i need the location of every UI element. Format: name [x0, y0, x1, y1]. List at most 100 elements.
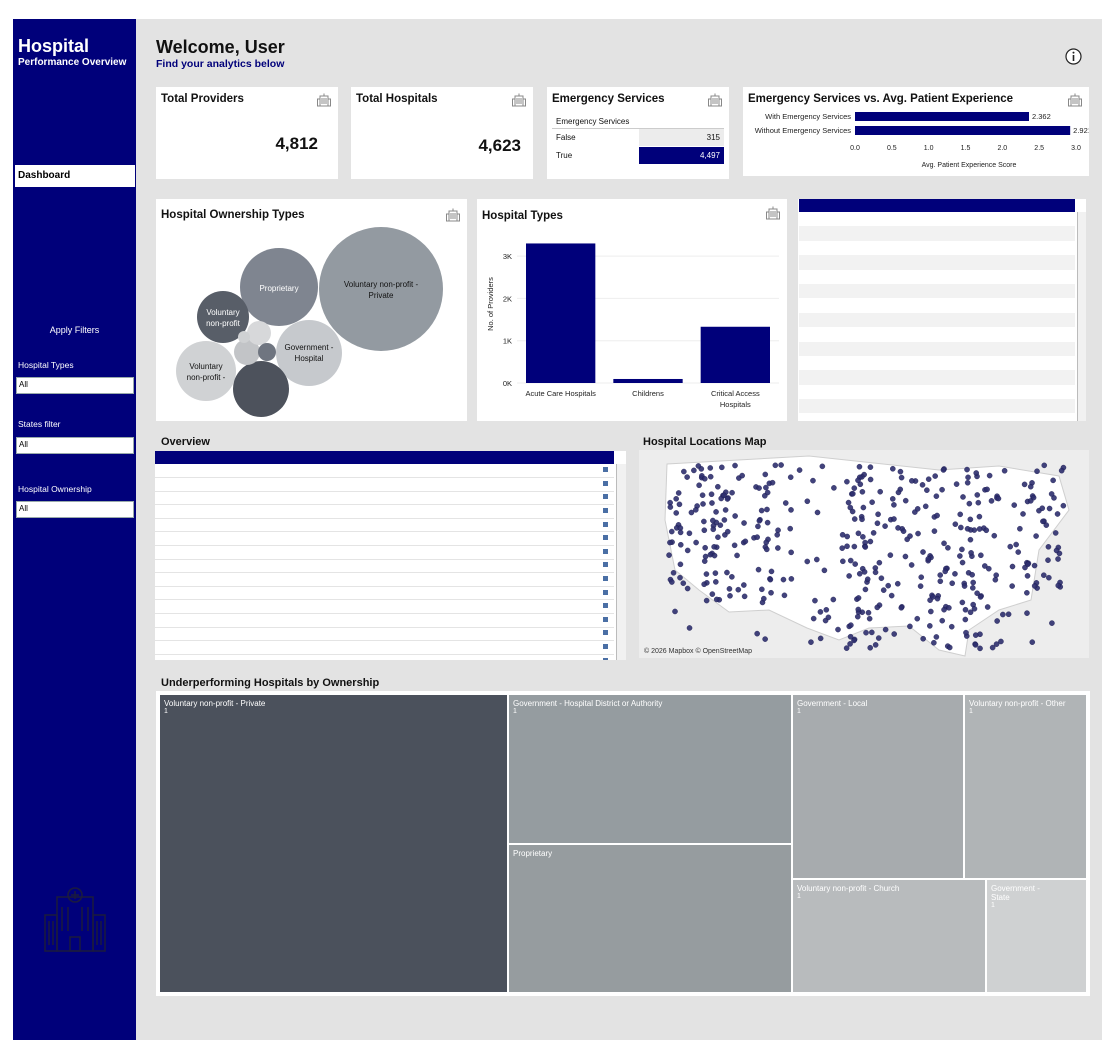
- ownership-bubble-chart: Voluntary non-profit - Private Proprietary…: [176, 227, 443, 417]
- overview-table: [155, 451, 614, 660]
- table-row[interactable]: [799, 269, 1075, 284]
- column-header[interactable]: [472, 451, 514, 464]
- hospital-location-dot: [930, 594, 936, 600]
- ownership-bubble: [238, 331, 250, 343]
- table-row[interactable]: [799, 298, 1075, 313]
- info-icon[interactable]: [1065, 48, 1082, 65]
- treemap-cell[interactable]: Government - Hospital District or Author…: [508, 694, 792, 844]
- hospital-location-dot: [701, 558, 708, 564]
- column-header[interactable]: [962, 199, 1075, 212]
- filter-states[interactable]: All: [16, 437, 134, 454]
- nav-dashboard[interactable]: Dashboard: [15, 165, 135, 187]
- treemap-cell[interactable]: Government - State 1: [986, 879, 1087, 993]
- hospital-location-dot: [919, 482, 926, 488]
- treemap-cell[interactable]: Proprietary: [508, 844, 792, 993]
- table-row[interactable]: [155, 505, 614, 519]
- table-row[interactable]: [155, 641, 614, 655]
- filter-label-ownership: Hospital Ownership: [18, 484, 92, 494]
- hospital-location-dot: [855, 477, 861, 484]
- table-row[interactable]: [799, 212, 1075, 227]
- table-row[interactable]: [799, 384, 1075, 400]
- x-tick-label: 0.0: [850, 145, 860, 152]
- table-row[interactable]: [799, 370, 1075, 385]
- overview-scrollbar[interactable]: [616, 464, 626, 660]
- hospital-location-dot: [928, 608, 934, 615]
- table-row[interactable]: [799, 283, 1075, 299]
- hospital-location-dot: [880, 587, 887, 593]
- table-row[interactable]: [799, 312, 1075, 328]
- table-row[interactable]: [155, 546, 614, 560]
- filter-ownership[interactable]: All: [16, 501, 134, 518]
- column-header[interactable]: [849, 199, 962, 212]
- hospital-location-dot: [869, 499, 875, 506]
- table-row[interactable]: [799, 240, 1075, 256]
- bar-value-label: 2.362: [1032, 112, 1051, 121]
- table-row[interactable]: [155, 573, 614, 587]
- table-cell: [155, 559, 273, 573]
- table-row[interactable]: [155, 478, 614, 492]
- table-row[interactable]: [155, 600, 614, 614]
- table-row[interactable]: [155, 491, 614, 505]
- column-header[interactable]: [799, 199, 849, 212]
- provider-id: [799, 270, 849, 284]
- table-row[interactable]: [155, 627, 614, 641]
- column-header[interactable]: [513, 451, 597, 464]
- hospital-location-dot: [874, 520, 881, 527]
- table-row[interactable]: [155, 559, 614, 573]
- hospital-locations-map[interactable]: © 2026 Mapbox © OpenStreetMap: [639, 450, 1089, 658]
- hospital-location-dot: [1045, 544, 1052, 550]
- column-header[interactable]: [272, 451, 369, 464]
- bar: [855, 126, 1071, 135]
- table-cell: [273, 505, 369, 519]
- ownership-types-card: Hospital Ownership Types Voluntary non-p…: [156, 199, 467, 421]
- bar: [526, 243, 596, 383]
- treemap-cell[interactable]: Voluntary non-profit - Church 1: [792, 879, 986, 993]
- table-row[interactable]: [155, 654, 614, 660]
- hospital-location-dot: [1009, 583, 1015, 589]
- treemap-cell[interactable]: Voluntary non-profit - Private 1: [159, 694, 508, 993]
- hospital-name: [849, 399, 962, 413]
- table-row[interactable]: [799, 327, 1075, 342]
- hospital-location-dot: [855, 530, 862, 537]
- table-row[interactable]: [799, 226, 1075, 241]
- hospital-name: [849, 284, 962, 298]
- column-header[interactable]: [155, 451, 273, 464]
- ratings-scrollbar[interactable]: [1077, 212, 1086, 421]
- hospital-location-dot: [984, 604, 991, 610]
- hospital-location-dot: [817, 635, 824, 642]
- table-row[interactable]: [155, 532, 614, 546]
- hospital-location-dot: [696, 482, 702, 489]
- hospital-icon: [766, 206, 780, 220]
- hospital-location-dot: [851, 637, 857, 644]
- hospital-location-dot: [669, 579, 675, 585]
- table-cell: [369, 559, 473, 573]
- filter-hospital-types[interactable]: All: [16, 377, 134, 394]
- table-row[interactable]: [155, 586, 614, 600]
- table-cell: [273, 627, 369, 641]
- apply-filters-label: Apply Filters: [49, 325, 100, 335]
- map-canvas[interactable]: [639, 450, 1089, 658]
- hospital-location-dot: [721, 492, 727, 499]
- table-row[interactable]: [799, 413, 1075, 421]
- hospital-location-dot: [946, 605, 952, 611]
- treemap-cell[interactable]: Government - Local 1: [792, 694, 964, 879]
- hospital-location-dot: [796, 467, 803, 473]
- table-cell: [369, 627, 473, 641]
- table-row[interactable]: [799, 341, 1075, 356]
- row-indicator-icon: [597, 600, 614, 614]
- table-row[interactable]: [799, 399, 1075, 414]
- table-row[interactable]: [155, 518, 614, 532]
- hospital-location-dot: [670, 569, 677, 576]
- hospital-location-dot: [761, 595, 767, 602]
- hospital-location-dot: [742, 538, 749, 545]
- table-row[interactable]: [155, 464, 614, 478]
- table-row[interactable]: [799, 255, 1075, 270]
- bubble-label: Private: [369, 291, 394, 300]
- hospital-location-dot: [681, 468, 687, 475]
- table-row[interactable]: [799, 355, 1075, 371]
- column-header[interactable]: [368, 451, 473, 464]
- treemap-cell[interactable]: Voluntary non-profit - Other 1: [964, 694, 1087, 879]
- table-row[interactable]: [155, 614, 614, 628]
- table-cell: [513, 532, 596, 546]
- card-title: Hospital Types: [482, 210, 563, 222]
